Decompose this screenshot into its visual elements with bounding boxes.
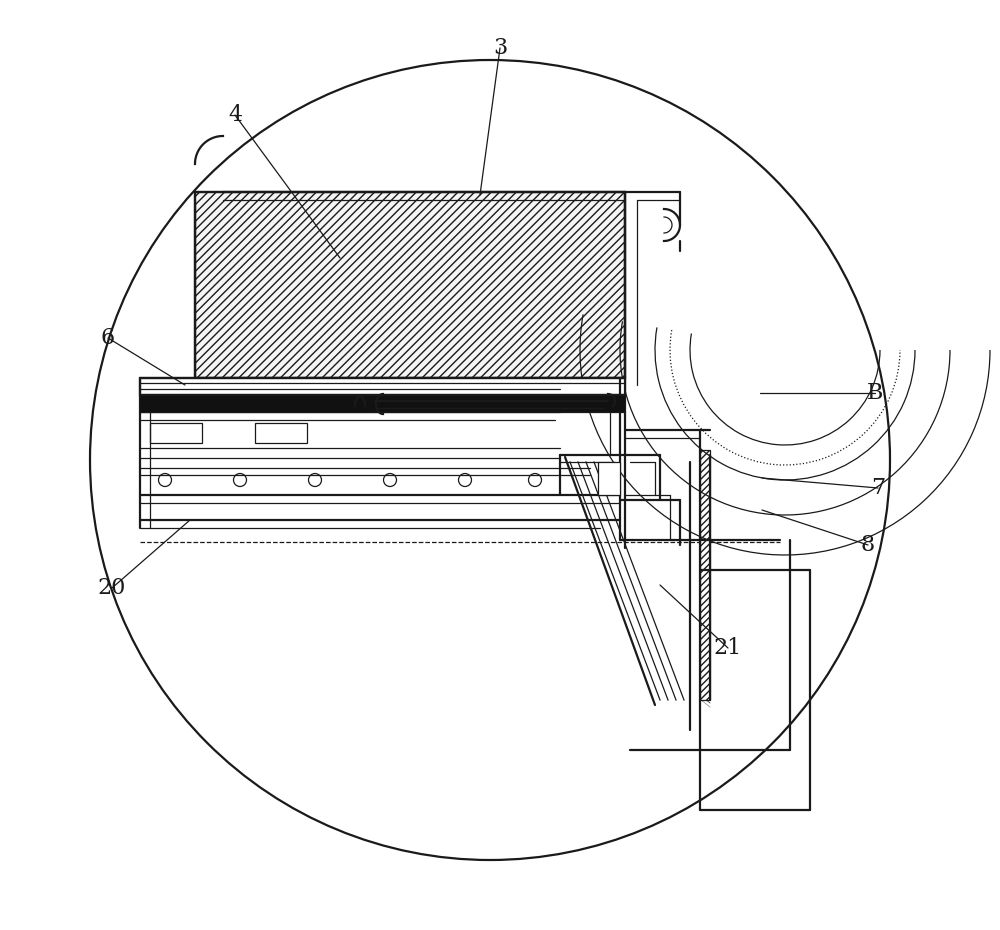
Text: 6: 6 — [101, 327, 115, 349]
Text: 7: 7 — [871, 477, 885, 499]
Text: 4: 4 — [228, 104, 242, 126]
Text: B: B — [867, 382, 883, 404]
Bar — [195, 192, 625, 378]
Bar — [700, 450, 710, 700]
Bar — [140, 395, 625, 412]
Bar — [150, 423, 202, 443]
Text: 21: 21 — [714, 637, 742, 659]
Text: 3: 3 — [493, 37, 507, 59]
Text: 20: 20 — [98, 577, 126, 599]
Bar — [140, 378, 625, 395]
Bar — [255, 423, 307, 443]
Bar — [598, 462, 620, 495]
Text: 8: 8 — [861, 534, 875, 556]
